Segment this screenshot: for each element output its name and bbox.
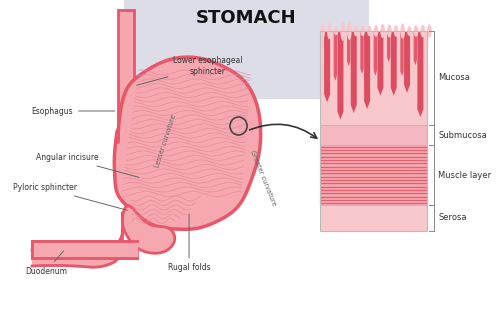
Polygon shape [400,31,404,76]
Polygon shape [351,31,356,113]
Bar [320,31,427,125]
Ellipse shape [374,25,378,37]
Text: Lower esophageal
sphincter: Lower esophageal sphincter [136,56,243,85]
Polygon shape [118,10,134,131]
Bar [320,145,427,205]
Text: Serosa: Serosa [438,214,467,223]
Bar [320,31,427,231]
Text: Esophagus: Esophagus [32,107,115,115]
Text: Rugal folds: Rugal folds [168,214,210,273]
Ellipse shape [400,23,405,39]
Polygon shape [347,31,350,66]
Text: STOMACH: STOMACH [196,9,296,27]
Polygon shape [114,57,260,229]
Polygon shape [122,206,175,253]
Polygon shape [418,31,424,117]
Polygon shape [324,31,330,102]
Ellipse shape [427,24,432,38]
Ellipse shape [367,26,372,36]
Polygon shape [378,31,384,96]
Ellipse shape [380,24,385,38]
Polygon shape [387,31,390,62]
Polygon shape [338,31,344,120]
Polygon shape [414,31,417,65]
Polygon shape [334,31,337,81]
Text: Mucosa: Mucosa [438,73,470,82]
Ellipse shape [394,25,398,37]
Ellipse shape [407,26,412,36]
Ellipse shape [354,26,358,36]
Ellipse shape [420,25,425,37]
Ellipse shape [347,22,352,40]
Text: Submucosa: Submucosa [438,130,487,140]
Bar [320,125,427,145]
Ellipse shape [360,26,365,36]
Text: Duodenum: Duodenum [26,251,68,275]
Text: Lesser curvature: Lesser curvature [154,114,178,168]
Ellipse shape [414,25,418,37]
Bar [320,205,427,231]
Text: Angular incisure: Angular incisure [36,154,139,177]
Ellipse shape [327,23,332,39]
Polygon shape [390,31,396,96]
Text: Muscle layer: Muscle layer [438,170,492,180]
Ellipse shape [340,21,345,41]
Text: Greater curvature: Greater curvature [250,149,277,207]
Polygon shape [360,31,364,74]
Polygon shape [364,31,370,109]
Polygon shape [374,31,377,76]
Text: Pyloric sphincter: Pyloric sphincter [12,184,128,210]
Ellipse shape [387,24,392,37]
Polygon shape [32,241,136,258]
Ellipse shape [320,23,325,38]
Ellipse shape [334,27,338,35]
Polygon shape [404,31,410,93]
